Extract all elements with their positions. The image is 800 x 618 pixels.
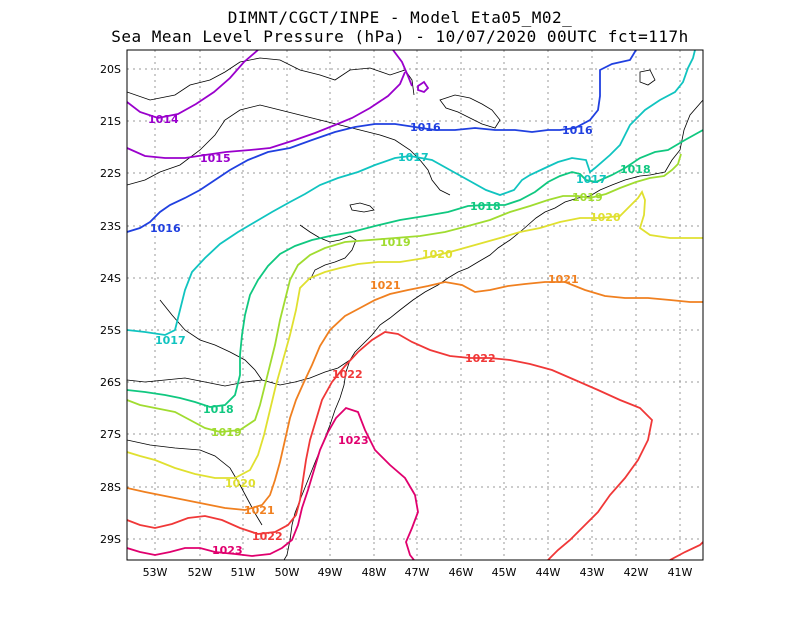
coastline-borders [127,57,703,560]
lon-tick-label: 52W [188,566,213,579]
lat-tick-label: 29S [100,533,121,546]
isobar-1016 [127,50,637,233]
contour-label: 1020 [590,211,621,224]
contour-label: 1022 [252,530,283,543]
lon-tick-label: 49W [318,566,343,579]
contour-label: 1017 [398,151,429,164]
plot-frame [126,49,704,561]
contour-label: 1021 [244,504,275,517]
contour-label: 1022 [465,352,496,365]
lon-tick-label: 47W [405,566,430,579]
isobar-1019 [127,153,682,433]
lat-tick-label: 22S [100,167,121,180]
lon-tick-label: 41W [668,566,693,579]
lat-tick-label: 28S [100,481,121,494]
contour-label: 1020 [225,477,256,490]
country-border [159,299,263,381]
isobar-1023 [127,406,419,560]
isobar-1018a [127,129,703,408]
lat-tick-label: 25S [100,324,121,337]
isobar-1014 [127,50,259,119]
lat-tick-label: 26S [100,376,121,389]
lon-tick-label: 53W [143,566,168,579]
contour-label: 1014 [148,113,179,126]
isobar-1015 [127,71,406,159]
lat-axis: 20S 21S 22S 23S 24S 25S 26S 27S 28S 29S [100,63,121,546]
isobars [127,50,703,560]
isobar-1020 [127,190,703,479]
lat-tick-label: 20S [100,63,121,76]
isobar-1022b [669,541,703,560]
contour-label: 1019 [380,236,411,249]
lat-tick-label: 24S [100,272,121,285]
contour-label: 1023 [212,544,243,557]
lon-tick-label: 45W [492,566,517,579]
lon-tick-label: 51W [231,566,256,579]
contour-label: 1015 [200,152,231,165]
contour-label: 1021 [548,273,579,286]
map-title-line2: Sea Mean Level Pressure (hPa) - 10/07/20… [111,27,689,46]
lon-tick-label: 48W [362,566,387,579]
lon-tick-label: 50W [275,566,300,579]
state-border-4 [127,359,351,387]
isobar-1017 [127,50,696,336]
contour-label: 1016 [410,121,441,134]
contour-label: 1018 [203,403,234,416]
isobar-1021 [127,281,703,511]
isobar-1014b [392,50,413,87]
contour-label: 1018 [620,163,651,176]
contour-label: 1017 [576,173,607,186]
isobar-1022 [127,331,653,560]
contour-label: 1020 [422,248,453,261]
lon-tick-label: 42W [624,566,649,579]
lon-tick-label: 43W [580,566,605,579]
contour-label: 1023 [338,434,369,447]
lon-tick-label: 44W [536,566,561,579]
contour-label: 1018 [470,200,501,213]
contour-label: 1016 [150,222,181,235]
lat-tick-label: 21S [100,115,121,128]
state-border-1 [127,57,415,101]
lon-tick-label: 46W [449,566,474,579]
contour-labels: 1014 1015 1016 1016 1016 1017 1017 1017 … [148,113,651,557]
contour-label: 1019 [211,426,242,439]
isobar-1014-ring [417,80,430,94]
island-1 [349,202,375,213]
contour-label: 1016 [562,124,593,137]
contour-label: 1019 [572,191,603,204]
lon-axis: 53W 52W 51W 50W 49W 48W 47W 46W 45W 44W … [143,566,693,579]
lat-tick-label: 27S [100,428,121,441]
island-3 [639,69,656,86]
island-2 [439,94,501,129]
contour-label: 1022 [332,368,363,381]
grid [127,50,703,560]
map-title-line1: DIMNT/CGCT/INPE - Model Eta05_M02_ [227,8,573,27]
lat-tick-label: 23S [100,220,121,233]
contour-label: 1021 [370,279,401,292]
contour-label: 1017 [155,334,186,347]
